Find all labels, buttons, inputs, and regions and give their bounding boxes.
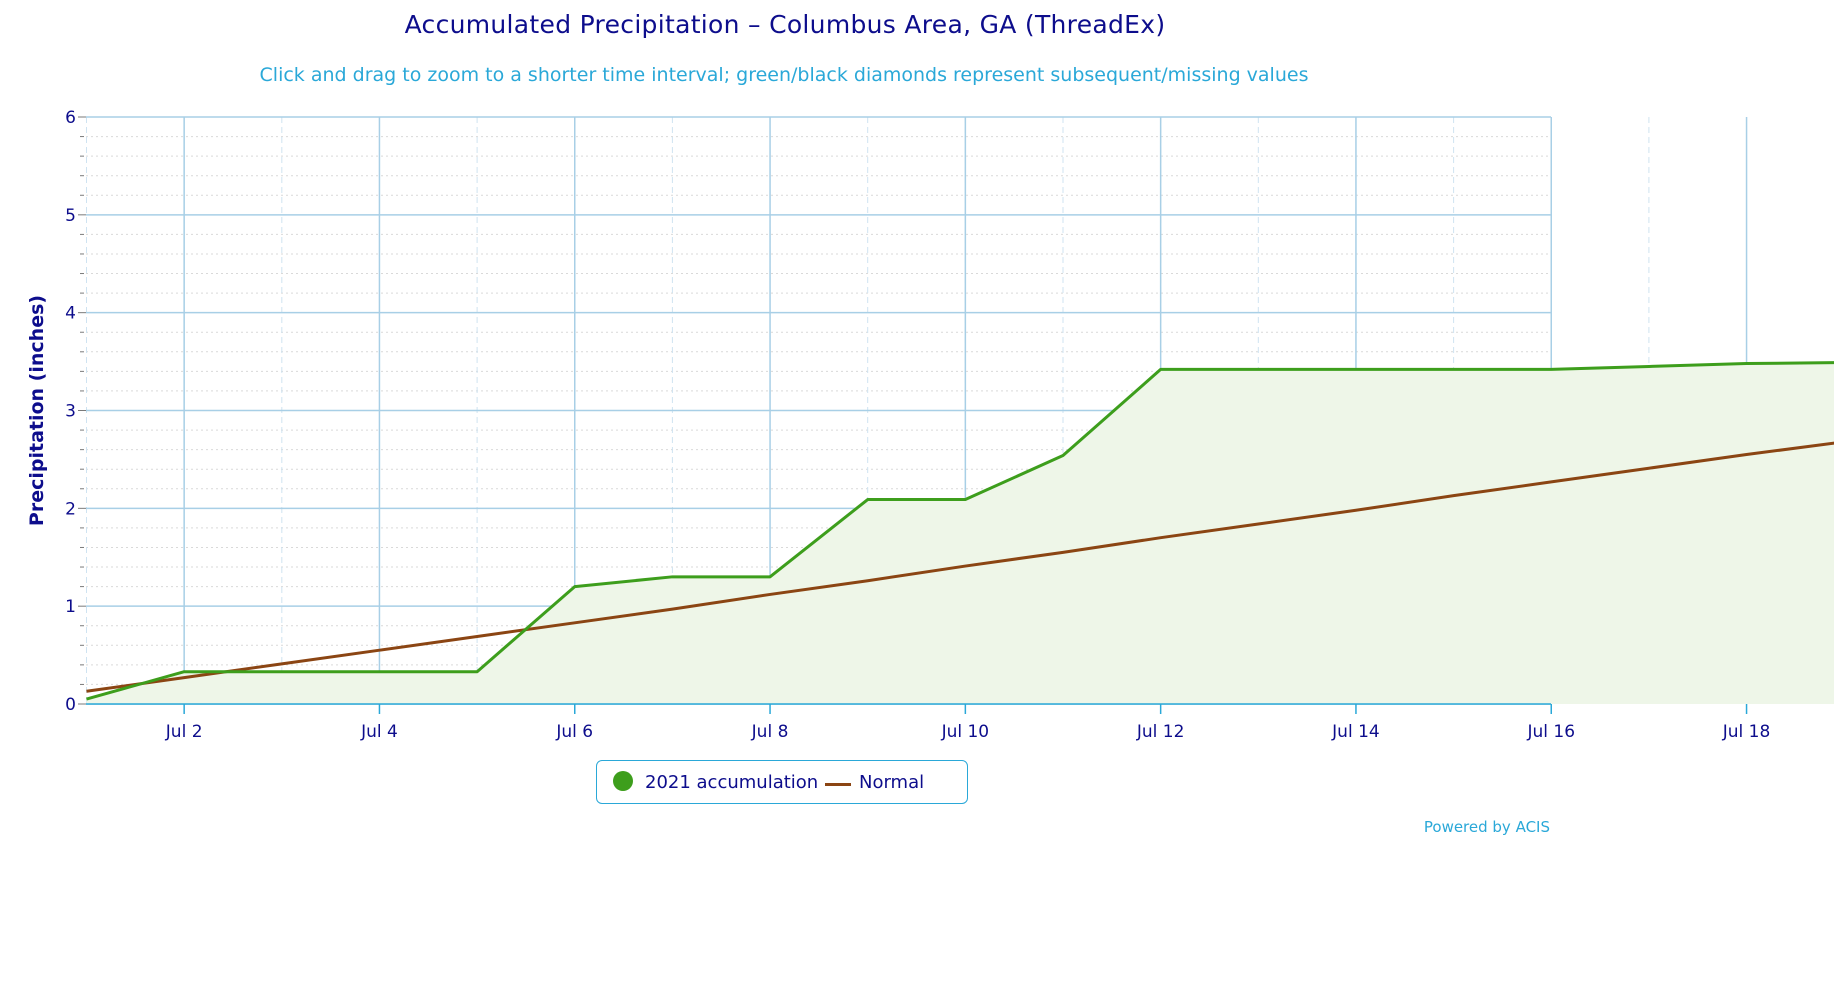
- y-tick-label: 1: [65, 597, 76, 617]
- accumulation-point: [1255, 366, 1261, 372]
- x-tick-label: Jul 6: [555, 722, 593, 742]
- accumulation-point: [572, 584, 578, 590]
- legend-accumulation-label[interactable]: 2021 accumulation: [645, 772, 819, 793]
- accumulation-point: [181, 669, 187, 675]
- series-layer: [84, 361, 1834, 704]
- accumulation-point: [474, 669, 480, 675]
- accumulation-point: [1646, 363, 1652, 369]
- accumulation-point: [84, 696, 90, 702]
- y-tick-label: 2: [65, 499, 76, 519]
- normal-point: [181, 675, 187, 681]
- accumulation-point: [1158, 366, 1164, 372]
- accumulation-point: [865, 497, 871, 503]
- chart-title: Accumulated Precipitation – Columbus Are…: [404, 10, 1166, 39]
- normal-point: [376, 647, 382, 653]
- normal-point: [1158, 535, 1164, 541]
- legend[interactable]: 2021 accumulation Normal: [596, 760, 968, 804]
- legend-normal-marker: [825, 783, 851, 786]
- normal-point: [1548, 479, 1554, 485]
- normal-point: [1451, 493, 1457, 499]
- normal-point: [572, 620, 578, 626]
- normal-point: [669, 606, 675, 612]
- y-tick-label: 5: [65, 206, 76, 226]
- y-tick-label: 0: [65, 695, 76, 715]
- normal-point: [1353, 507, 1359, 513]
- axis-layer: 0 1 2 3 4 5 6 Jul 2 Jul 4 Jul 6 Jul 8 Jul 10 Jul 12 J…: [26, 108, 1771, 742]
- accumulation-point: [1060, 453, 1066, 459]
- accumulation-point: [962, 497, 968, 503]
- normal-point: [1060, 549, 1066, 555]
- normal-point: [474, 633, 480, 639]
- y-tick-label: 4: [65, 304, 76, 324]
- normal-point: [1646, 465, 1652, 471]
- accumulation-line: [86, 361, 1834, 701]
- accumulation-point: [767, 574, 773, 580]
- accumulation-point: [1451, 366, 1457, 372]
- normal-point: [962, 563, 968, 569]
- accumulation-point: [1353, 366, 1359, 372]
- x-tick-label: Jul 8: [751, 722, 789, 742]
- normal-point: [1255, 521, 1261, 527]
- x-tick-label: Jul 2: [165, 722, 203, 742]
- accumulation-point: [1744, 361, 1750, 367]
- normal-point: [1744, 452, 1750, 458]
- accumulation-point: [279, 669, 285, 675]
- y-axis-title: Precipitation (inches): [26, 295, 48, 526]
- normal-point: [767, 591, 773, 597]
- x-tick-label: Jul 10: [941, 722, 990, 742]
- chart-subtitle: Click and drag to zoom to a shorter time…: [259, 64, 1309, 86]
- x-tick-label: Jul 4: [360, 722, 398, 742]
- accumulation-point: [1548, 366, 1554, 372]
- x-tick-label: Jul 14: [1331, 722, 1380, 742]
- normal-point: [865, 578, 871, 584]
- normal-line: [86, 441, 1834, 693]
- credits-link[interactable]: Powered by ACIS: [1423, 818, 1550, 836]
- normal-point: [84, 688, 90, 694]
- y-tick-label: 6: [65, 108, 76, 128]
- legend-accumulation-marker: [613, 771, 633, 791]
- accumulation-point: [376, 669, 382, 675]
- accumulation-area: [86, 362, 1834, 704]
- x-tick-label: Jul 12: [1136, 722, 1185, 742]
- x-tick-label: Jul 18: [1722, 722, 1771, 742]
- x-tick-label: Jul 16: [1526, 722, 1575, 742]
- accumulation-point: [669, 574, 675, 580]
- legend-normal-label[interactable]: Normal: [859, 772, 925, 793]
- normal-point: [279, 661, 285, 667]
- y-tick-label: 3: [65, 402, 76, 422]
